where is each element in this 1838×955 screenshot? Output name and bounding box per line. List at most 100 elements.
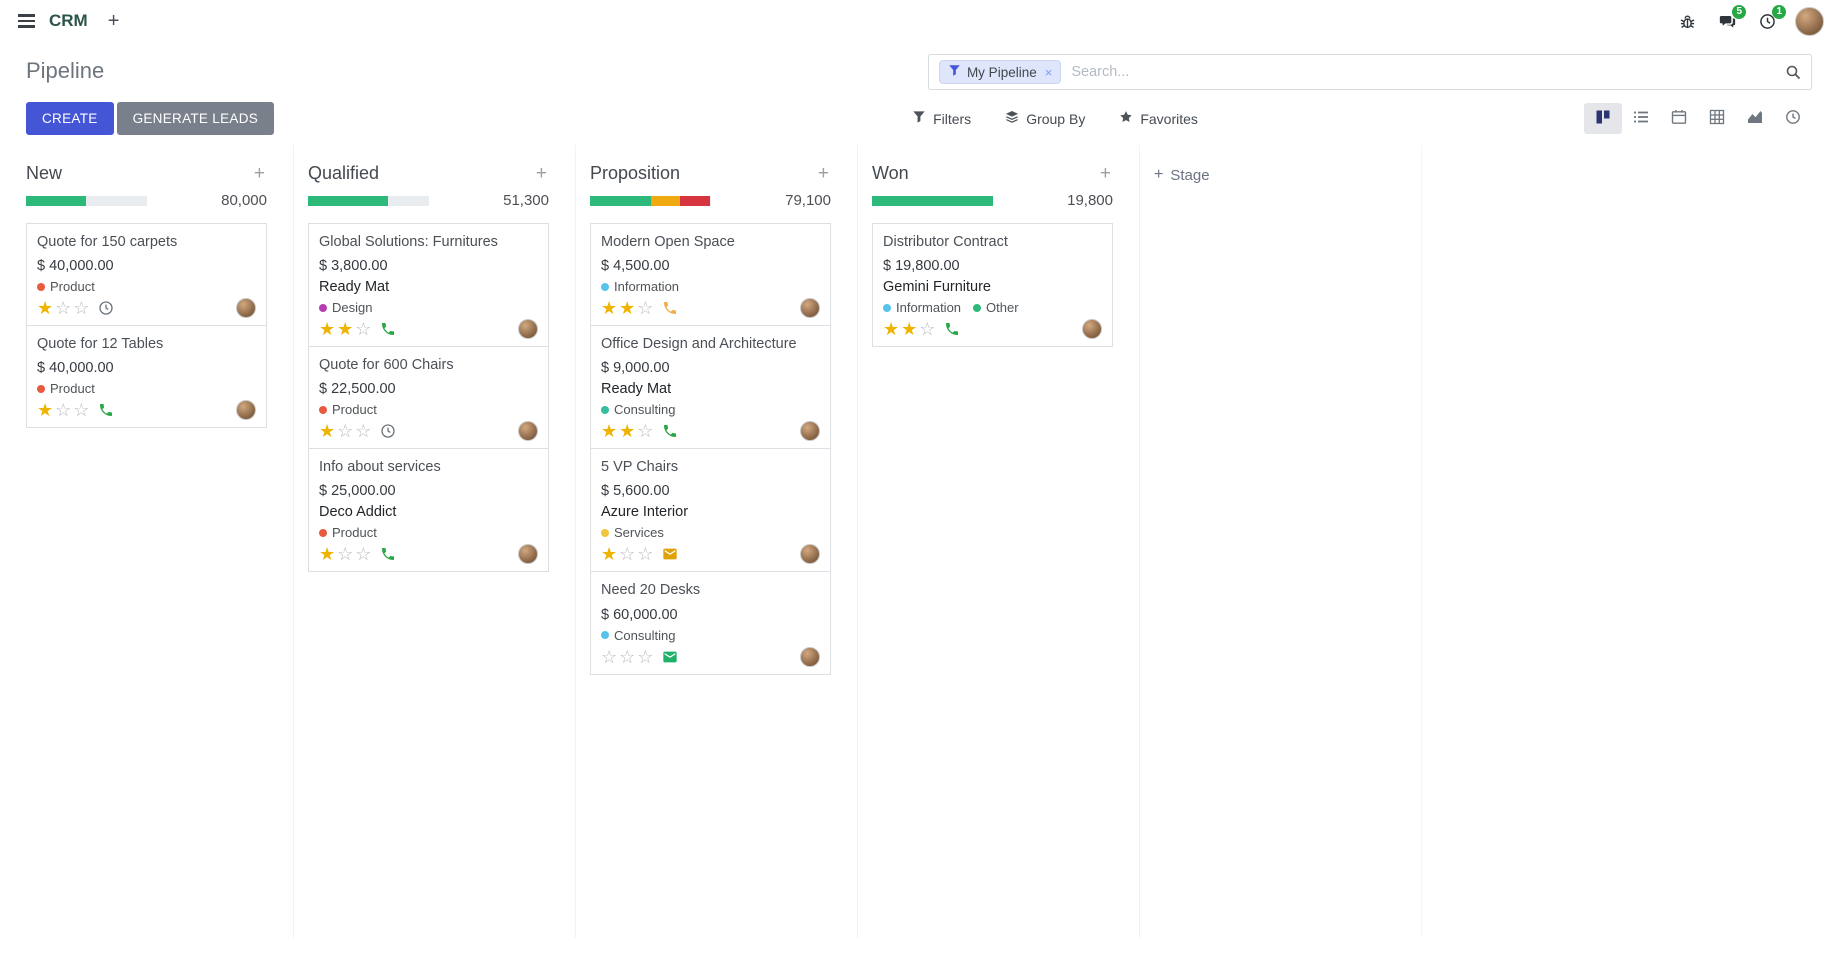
salesperson-avatar[interactable] bbox=[800, 298, 820, 319]
priority-star-empty-icon[interactable]: ☆ bbox=[73, 400, 90, 421]
facet-remove-icon[interactable]: × bbox=[1044, 64, 1053, 80]
debug-button[interactable] bbox=[1675, 9, 1700, 34]
priority-star-empty-icon[interactable]: ☆ bbox=[919, 319, 936, 340]
stage-title[interactable]: New bbox=[26, 163, 63, 183]
salesperson-avatar[interactable] bbox=[236, 298, 256, 319]
user-menu-button[interactable] bbox=[1795, 6, 1824, 36]
kanban-card[interactable]: 5 VP Chairs $ 5,600.00 Azure Interior Se… bbox=[590, 448, 831, 573]
priority-star-empty-icon[interactable]: ☆ bbox=[601, 646, 618, 667]
priority-star-filled-icon[interactable]: ★ bbox=[337, 319, 354, 340]
priority-star-filled-icon[interactable]: ★ bbox=[901, 319, 918, 340]
priority-star-filled-icon[interactable]: ★ bbox=[37, 298, 54, 319]
progressbar-segment[interactable] bbox=[651, 195, 681, 206]
priority-star-empty-icon[interactable]: ☆ bbox=[637, 544, 654, 565]
kanban-card[interactable]: Need 20 Desks $ 60,000.00 Consulting ☆ ☆ ☆ bbox=[590, 571, 831, 675]
apps-menu-button[interactable] bbox=[14, 10, 39, 32]
priority-star-empty-icon[interactable]: ☆ bbox=[337, 544, 354, 565]
kanban-card[interactable]: Quote for 150 carpets $ 40,000.00 Produc… bbox=[26, 223, 267, 327]
salesperson-avatar[interactable] bbox=[236, 400, 256, 421]
quick-create-button[interactable]: + bbox=[253, 163, 265, 184]
kanban-card[interactable]: Quote for 600 Chairs $ 22,500.00 Product… bbox=[308, 346, 549, 450]
priority-star-empty-icon[interactable]: ☆ bbox=[637, 646, 654, 667]
quick-add-button[interactable]: + bbox=[104, 7, 124, 35]
priority-star-empty-icon[interactable]: ☆ bbox=[73, 298, 90, 319]
activities-button[interactable]: 1 bbox=[1755, 4, 1786, 34]
add-stage-column[interactable]: + Stage bbox=[1140, 145, 1422, 938]
priority-star-filled-icon[interactable]: ★ bbox=[319, 319, 336, 340]
kanban-card[interactable]: Office Design and Architecture $ 9,000.0… bbox=[590, 325, 831, 450]
filters-menu-button[interactable]: Filters bbox=[910, 106, 973, 131]
priority-star-filled-icon[interactable]: ★ bbox=[619, 421, 636, 442]
clock-activity-icon[interactable] bbox=[98, 300, 114, 316]
phone-activity-icon[interactable] bbox=[98, 402, 114, 418]
generate-leads-button[interactable]: GENERATE LEADS bbox=[116, 102, 275, 135]
search-input[interactable] bbox=[1069, 63, 1777, 81]
priority-star-empty-icon[interactable]: ☆ bbox=[355, 319, 372, 340]
stage-progressbar[interactable] bbox=[26, 195, 147, 206]
priority-star-empty-icon[interactable]: ☆ bbox=[619, 544, 636, 565]
progressbar-segment[interactable] bbox=[308, 195, 388, 206]
priority-star-filled-icon[interactable]: ★ bbox=[319, 421, 336, 442]
priority-star-filled-icon[interactable]: ★ bbox=[619, 298, 636, 319]
app-name[interactable]: CRM bbox=[49, 11, 88, 30]
kanban-card[interactable]: Global Solutions: Furnitures $ 3,800.00 … bbox=[308, 223, 549, 348]
quick-create-button[interactable]: + bbox=[817, 163, 829, 184]
priority-star-empty-icon[interactable]: ☆ bbox=[337, 421, 354, 442]
salesperson-avatar[interactable] bbox=[800, 421, 820, 442]
graph-view-button[interactable] bbox=[1736, 103, 1774, 134]
salesperson-avatar[interactable] bbox=[800, 544, 820, 565]
envelope-activity-icon[interactable] bbox=[662, 649, 678, 665]
phone-activity-icon[interactable] bbox=[380, 321, 396, 337]
priority-star-empty-icon[interactable]: ☆ bbox=[637, 298, 654, 319]
search-facet[interactable]: My Pipeline × bbox=[938, 60, 1062, 84]
priority-star-empty-icon[interactable]: ☆ bbox=[619, 646, 636, 667]
activity-view-button[interactable] bbox=[1774, 103, 1812, 134]
phone-activity-icon[interactable] bbox=[380, 546, 396, 562]
kanban-card[interactable]: Distributor Contract $ 19,800.00 Gemini … bbox=[872, 223, 1113, 348]
priority-star-empty-icon[interactable]: ☆ bbox=[355, 421, 372, 442]
priority-star-filled-icon[interactable]: ★ bbox=[601, 421, 618, 442]
search-icon[interactable] bbox=[1785, 64, 1801, 80]
priority-star-filled-icon[interactable]: ★ bbox=[319, 544, 336, 565]
clock-activity-icon[interactable] bbox=[380, 423, 396, 439]
priority-star-empty-icon[interactable]: ☆ bbox=[637, 421, 654, 442]
messages-button[interactable]: 5 bbox=[1715, 4, 1746, 34]
stage-title[interactable]: Proposition bbox=[590, 163, 681, 183]
priority-star-empty-icon[interactable]: ☆ bbox=[355, 544, 372, 565]
priority-star-filled-icon[interactable]: ★ bbox=[601, 544, 618, 565]
quick-create-button[interactable]: + bbox=[535, 163, 547, 184]
priority-star-filled-icon[interactable]: ★ bbox=[601, 298, 618, 319]
phone-activity-icon[interactable] bbox=[662, 423, 678, 439]
stage-title[interactable]: Won bbox=[872, 163, 909, 183]
calendar-view-button[interactable] bbox=[1660, 103, 1698, 134]
salesperson-avatar[interactable] bbox=[518, 544, 538, 565]
stage-progressbar[interactable] bbox=[308, 195, 429, 206]
phone-activity-icon[interactable] bbox=[662, 300, 678, 316]
phone-activity-icon[interactable] bbox=[944, 321, 960, 337]
priority-star-empty-icon[interactable]: ☆ bbox=[55, 400, 72, 421]
kanban-card[interactable]: Quote for 12 Tables $ 40,000.00 Product … bbox=[26, 325, 267, 429]
progressbar-segment[interactable] bbox=[680, 195, 711, 206]
priority-star-empty-icon[interactable]: ☆ bbox=[55, 298, 72, 319]
salesperson-avatar[interactable] bbox=[800, 646, 820, 667]
kanban-card[interactable]: Modern Open Space $ 4,500.00 Information… bbox=[590, 223, 831, 327]
progressbar-segment[interactable] bbox=[590, 195, 652, 206]
salesperson-avatar[interactable] bbox=[518, 421, 538, 442]
progressbar-segment[interactable] bbox=[26, 195, 87, 206]
kanban-card[interactable]: Info about services $ 25,000.00 Deco Add… bbox=[308, 448, 549, 573]
create-button[interactable]: CREATE bbox=[26, 102, 114, 135]
priority-star-filled-icon[interactable]: ★ bbox=[883, 319, 900, 340]
salesperson-avatar[interactable] bbox=[518, 319, 538, 340]
progressbar-segment[interactable] bbox=[872, 195, 993, 206]
favorites-menu-button[interactable]: Favorites bbox=[1117, 106, 1200, 131]
list-view-button[interactable] bbox=[1622, 103, 1660, 134]
priority-star-filled-icon[interactable]: ★ bbox=[37, 400, 54, 421]
envelope-activity-icon[interactable] bbox=[662, 546, 678, 562]
quick-create-button[interactable]: + bbox=[1099, 163, 1111, 184]
salesperson-avatar[interactable] bbox=[1082, 319, 1102, 340]
stage-progressbar[interactable] bbox=[590, 195, 711, 206]
pivot-view-button[interactable] bbox=[1698, 103, 1736, 134]
kanban-view-button[interactable] bbox=[1584, 103, 1622, 134]
stage-progressbar[interactable] bbox=[872, 195, 993, 206]
stage-title[interactable]: Qualified bbox=[308, 163, 380, 183]
